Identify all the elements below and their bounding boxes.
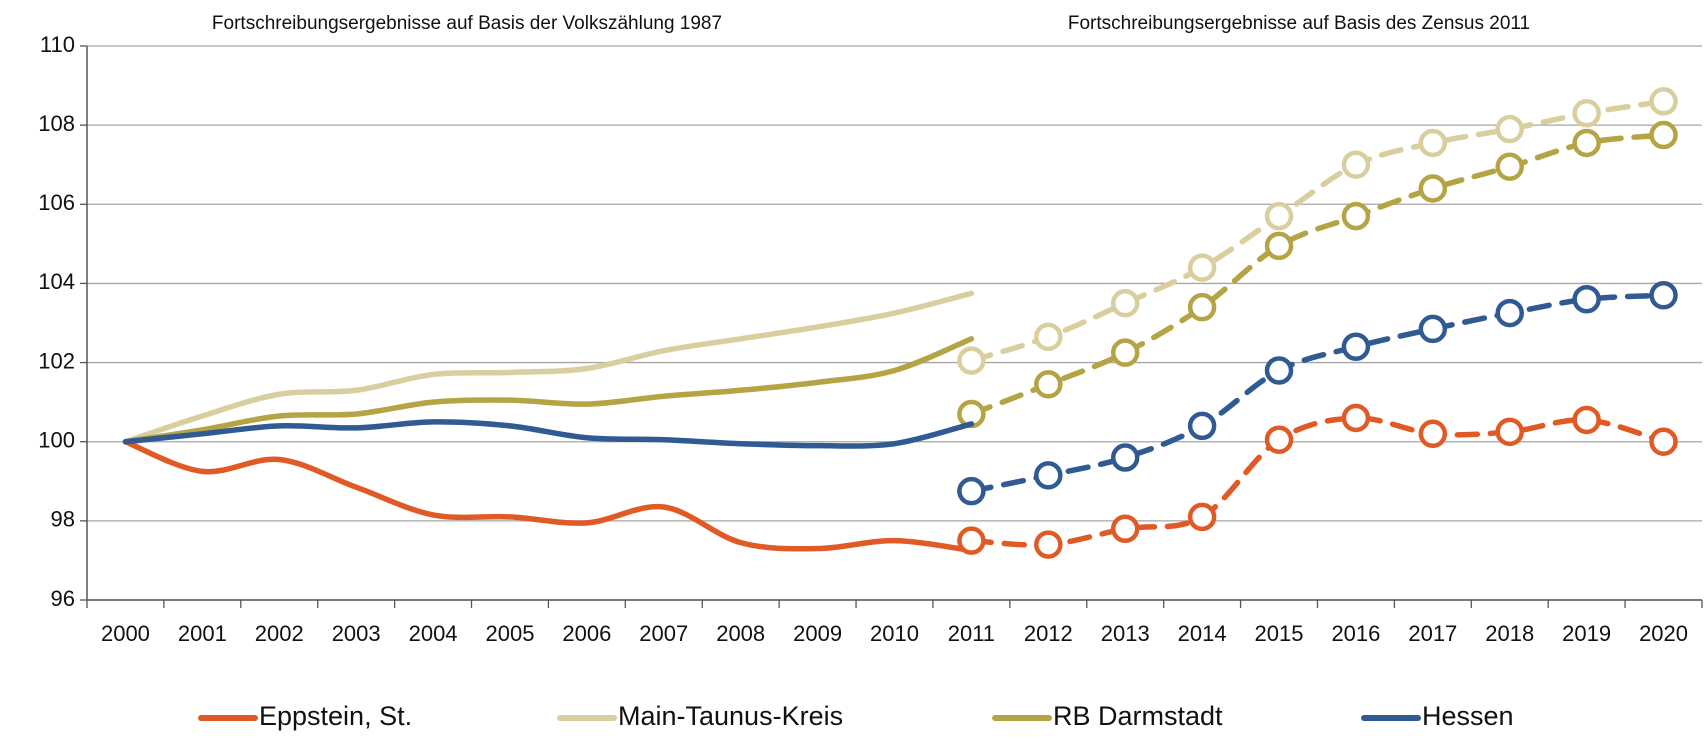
- line: [122, 290, 975, 445]
- point: [1572, 128, 1601, 158]
- y-tick-label: 110: [40, 32, 75, 57]
- y-tick-label: 106: [38, 190, 75, 215]
- point: [1264, 201, 1294, 231]
- legend-label: Main-Taunus-Kreis: [618, 701, 843, 731]
- x-tick-label: 2010: [870, 621, 919, 646]
- point: [1264, 425, 1294, 454]
- annotation: Fortschreibungsergebnisse auf Basis der …: [212, 13, 722, 34]
- point: [1264, 231, 1294, 261]
- y-tick-label: 104: [38, 269, 75, 294]
- line: [122, 336, 975, 445]
- point: [1034, 530, 1063, 559]
- x-tick-label: 2008: [716, 621, 765, 646]
- point: [1495, 417, 1524, 447]
- y-tick-label: 96: [51, 586, 75, 611]
- x-tick-label: 2016: [1331, 621, 1380, 646]
- point: [1187, 292, 1217, 322]
- x-tick-label: 2001: [178, 621, 227, 646]
- x-tick-label: 2005: [485, 621, 534, 646]
- dashed-line: [968, 415, 1667, 548]
- point: [1341, 201, 1371, 231]
- point: [1572, 405, 1601, 435]
- point: [1110, 443, 1140, 472]
- x-tick-label: 2014: [1178, 621, 1227, 646]
- x-tick-label: 2009: [793, 621, 842, 646]
- y-tick-label: 98: [51, 507, 75, 532]
- point: [1341, 150, 1371, 179]
- x-tick-label: 2013: [1101, 621, 1150, 646]
- point: [1418, 314, 1448, 344]
- point: [1572, 99, 1601, 128]
- point: [1495, 114, 1524, 144]
- point: [1649, 281, 1678, 310]
- dashed-line: [968, 292, 1667, 494]
- y-tick-label: 108: [38, 111, 75, 136]
- point: [1418, 419, 1448, 449]
- legend-label: Eppstein, St.: [259, 701, 412, 731]
- legend-label: RB Darmstadt: [1053, 701, 1223, 731]
- x-tick-label: 2019: [1562, 621, 1611, 646]
- x-tick-label: 2018: [1485, 621, 1534, 646]
- x-tick-label: 2004: [409, 621, 458, 646]
- x-tick-label: 2002: [255, 621, 304, 646]
- x-tick-label: 2012: [1024, 621, 1073, 646]
- point: [957, 346, 986, 375]
- x-tick-label: 2015: [1255, 621, 1304, 646]
- legend-label: Hessen: [1422, 701, 1514, 731]
- point: [1034, 370, 1063, 399]
- point: [1110, 288, 1140, 318]
- line: [122, 419, 975, 449]
- line: [122, 438, 975, 554]
- point: [1187, 502, 1217, 532]
- point: [1034, 322, 1063, 352]
- x-tick-label: 2003: [332, 621, 381, 646]
- point: [1418, 174, 1448, 203]
- point: [1341, 403, 1371, 433]
- x-tick-label: 2017: [1408, 621, 1457, 646]
- point: [1341, 332, 1371, 361]
- dashed-line: [968, 98, 1667, 364]
- point: [1187, 411, 1217, 441]
- y-tick-label: 100: [38, 428, 75, 453]
- point: [1418, 128, 1448, 158]
- point: [1649, 87, 1678, 116]
- point: [1264, 356, 1294, 385]
- point: [1649, 427, 1678, 456]
- x-tick-label: 2020: [1639, 621, 1688, 646]
- point: [1110, 514, 1140, 544]
- x-tick-label: 2006: [562, 621, 611, 646]
- point: [1649, 120, 1678, 150]
- x-tick-label: 2007: [639, 621, 688, 646]
- point: [1572, 285, 1601, 314]
- x-tick-label: 2011: [948, 621, 995, 646]
- point: [957, 476, 986, 506]
- point: [1034, 461, 1063, 490]
- point: [1110, 338, 1140, 367]
- point: [957, 526, 986, 555]
- x-tick-label: 2000: [101, 621, 150, 646]
- dashed-line: [968, 132, 1667, 417]
- point: [1495, 152, 1524, 181]
- point: [1187, 253, 1217, 282]
- annotation: Fortschreibungsergebnisse auf Basis des …: [1068, 13, 1530, 34]
- y-tick-label: 102: [38, 348, 75, 373]
- point: [1495, 298, 1524, 328]
